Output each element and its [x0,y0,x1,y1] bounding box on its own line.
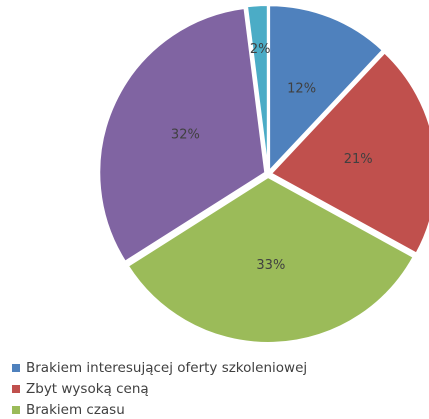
slice-label: 12% [287,82,316,97]
pie-slice [269,51,429,255]
legend-label: Brakiem czasu [26,402,125,418]
slice-label: 21% [344,152,373,167]
legend-swatch [12,364,20,372]
slice-label: 33% [256,258,285,273]
pie-slice [98,6,267,264]
legend-swatch [12,385,20,393]
legend-label: Brakiem interesującej oferty szkoleniowe… [26,360,307,376]
slice-label: 32% [171,128,200,143]
pie-slice [126,175,415,344]
legend-swatch [12,406,20,414]
pie-slice [245,4,269,172]
legend-label: Zbyt wysoką ceną [26,381,149,397]
slice-label: 2% [250,42,271,57]
pie-slice [268,4,385,174]
